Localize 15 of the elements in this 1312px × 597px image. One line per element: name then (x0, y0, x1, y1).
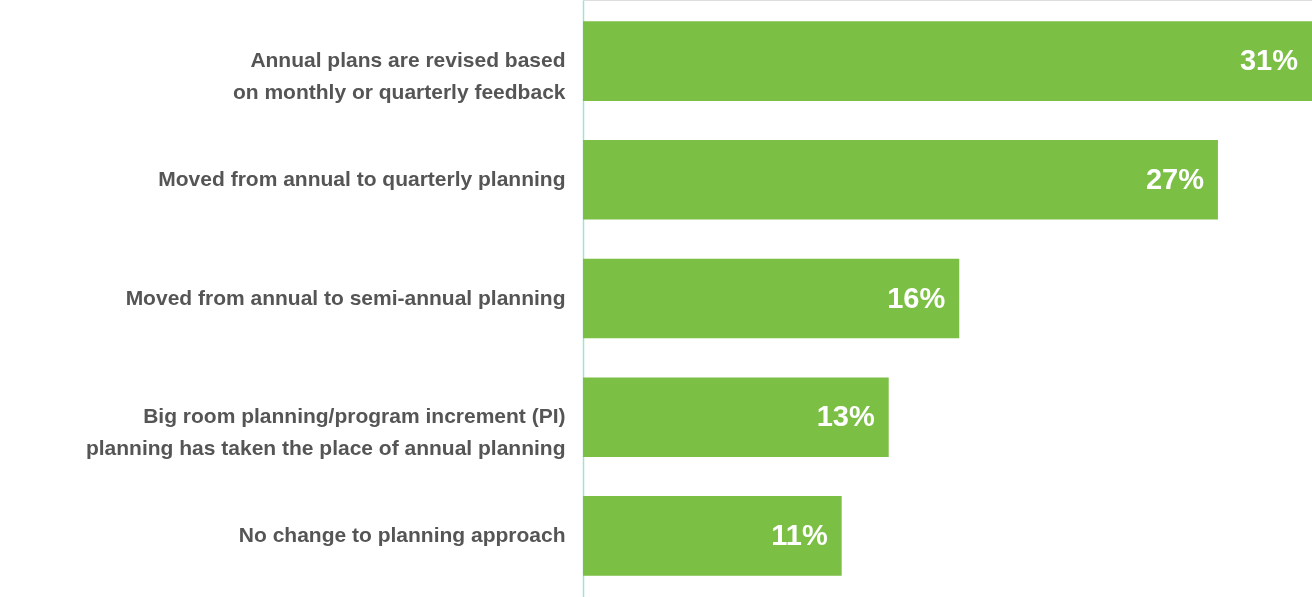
data-label: 16% (887, 281, 946, 314)
bar (583, 377, 889, 457)
bar (583, 140, 1218, 220)
data-label: 27% (1145, 162, 1205, 195)
y-tick-label: No change to planning approach (238, 522, 566, 546)
data-label: 31% (1239, 44, 1299, 77)
bar (583, 258, 960, 339)
y-tick-label: Big room planning/program increment (PI) planning has taken the place of annual planning (85, 404, 566, 460)
data-label: 11% (771, 518, 828, 551)
y-tick-label: Annual plans are revised based on monthly or quarterly feedback (232, 48, 566, 104)
bar (583, 21, 1312, 101)
bar (583, 496, 842, 576)
y-tick-label: Moved from annual to quarterly planning (158, 166, 566, 190)
data-label: 13% (816, 400, 875, 433)
y-tick-label: Moved from annual to semi-annual planning (125, 285, 566, 309)
